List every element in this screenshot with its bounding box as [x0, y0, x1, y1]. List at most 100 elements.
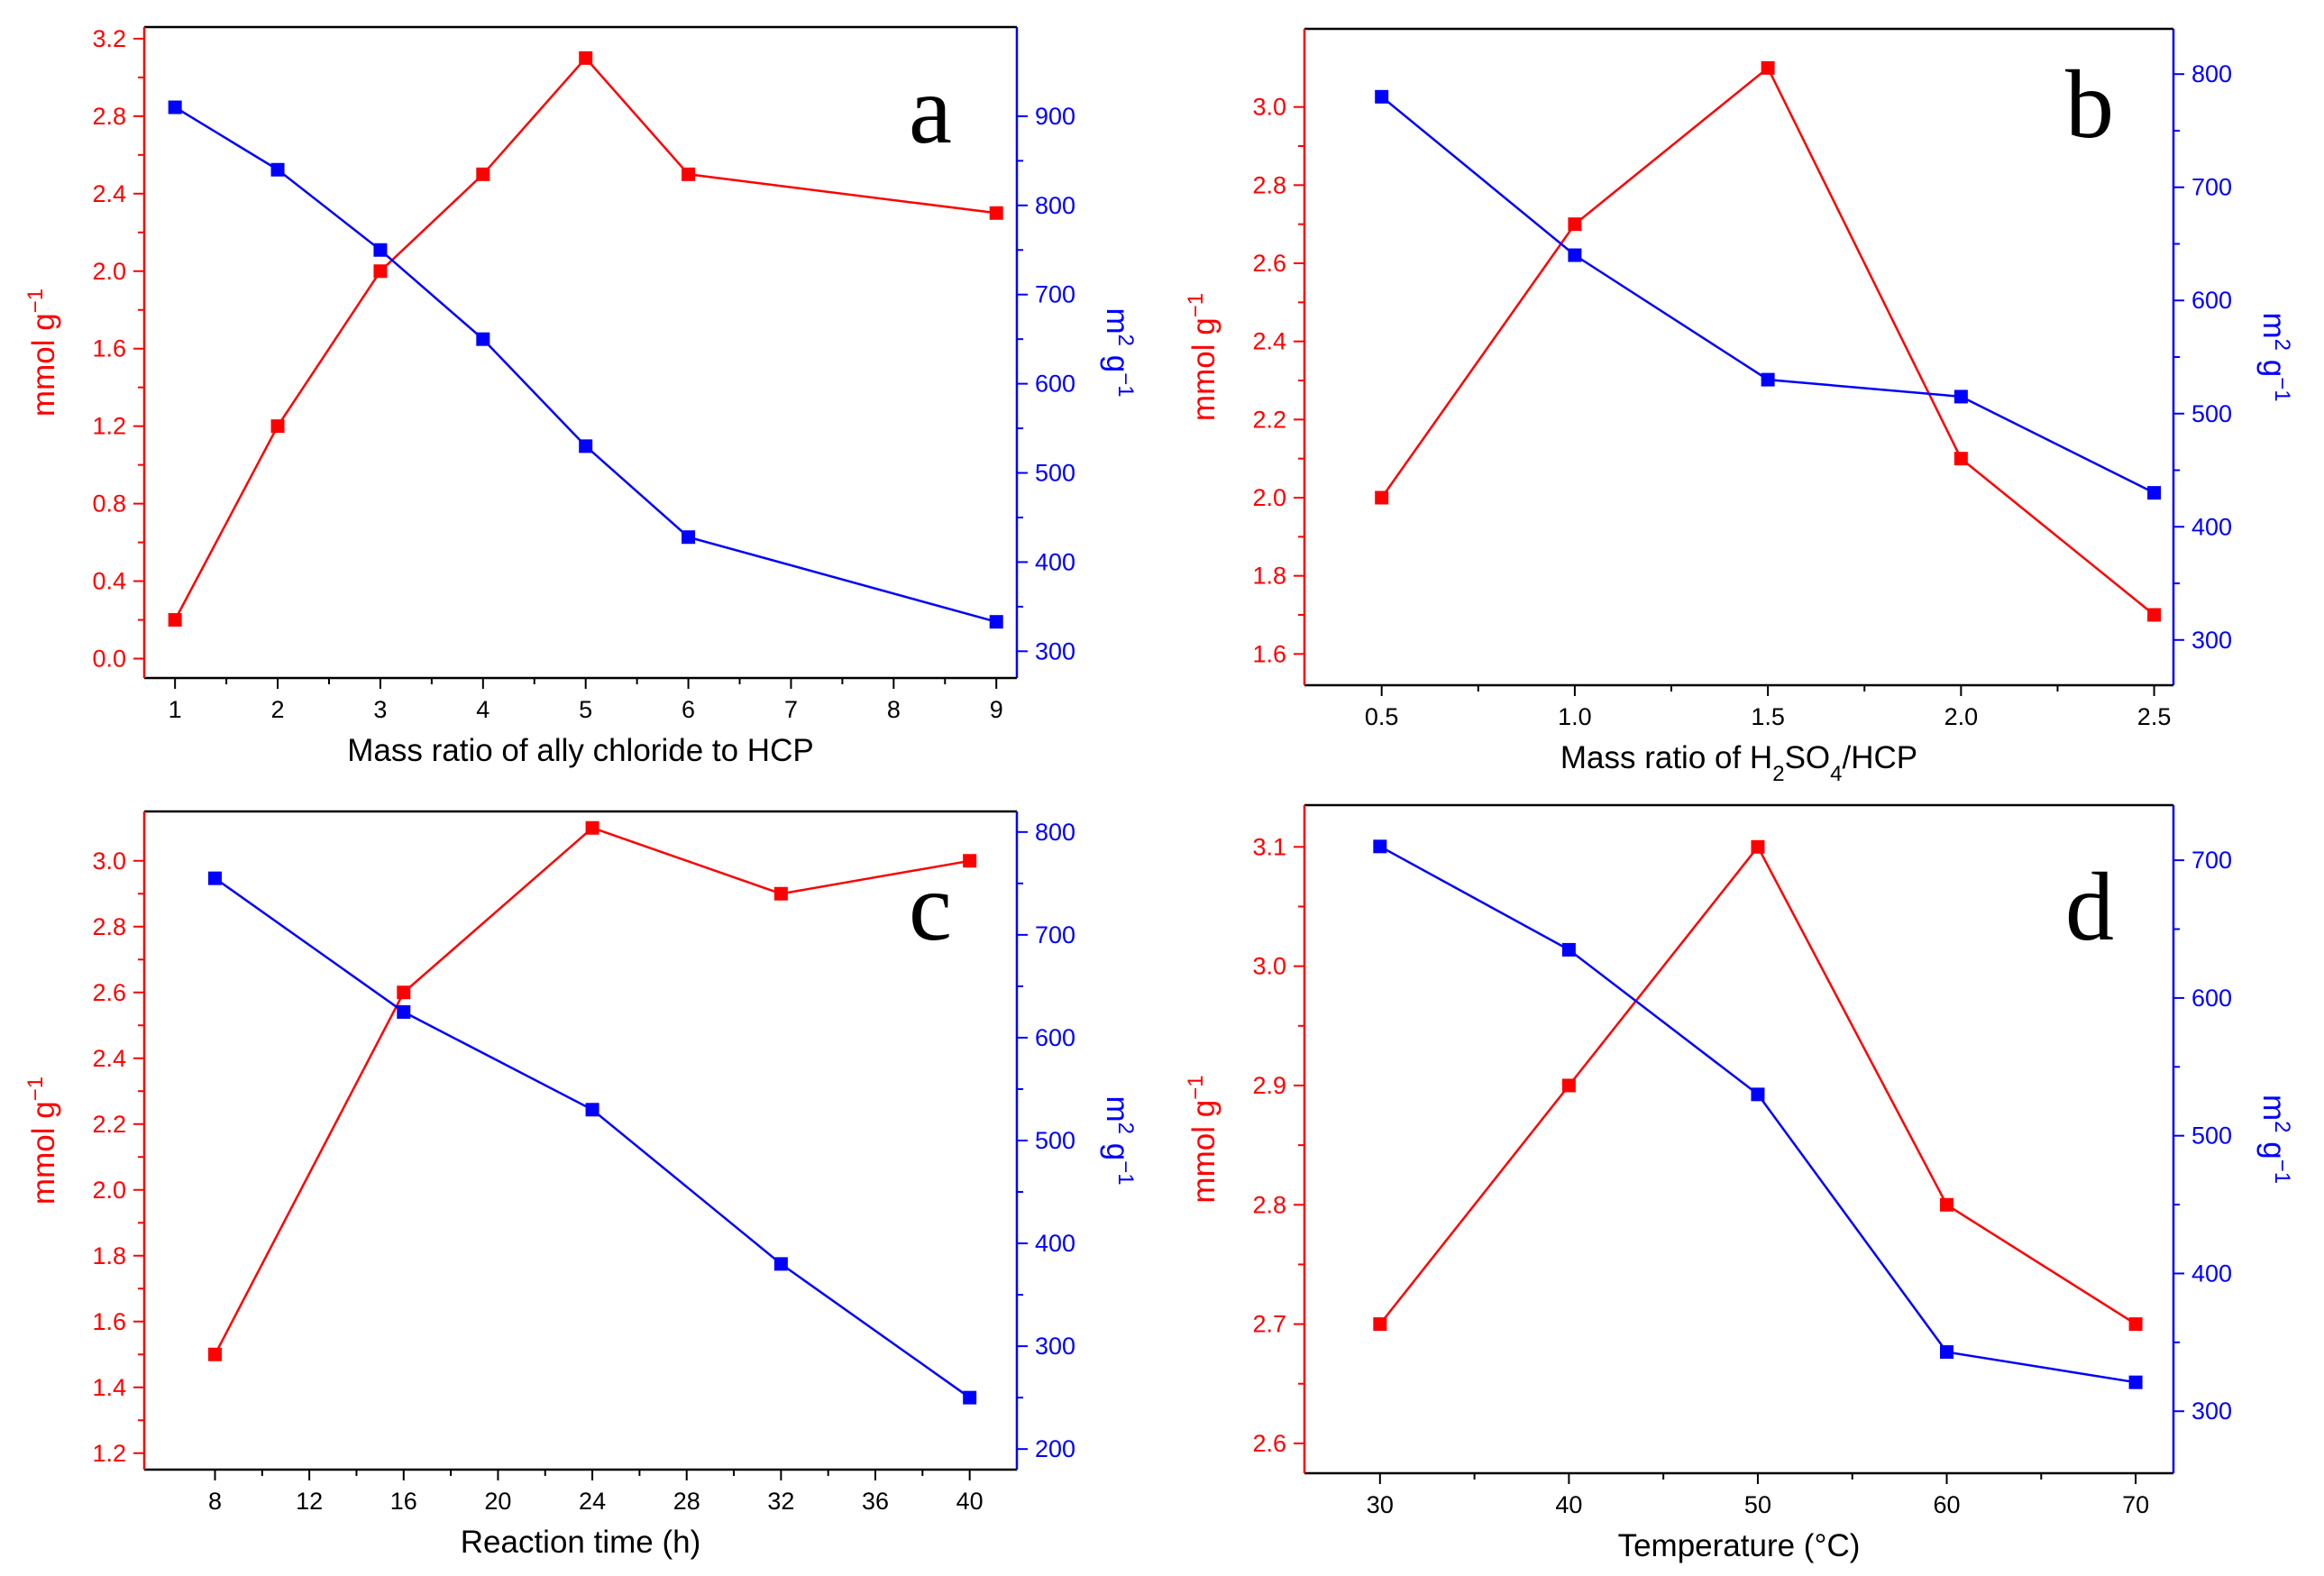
x-axis-title: Mass ratio of H2SO4/HCP [1560, 740, 1917, 786]
x-tick-label: 3 [373, 696, 387, 723]
x-tick-label: 7 [784, 696, 798, 723]
y-left-tick-label: 3.0 [92, 848, 126, 875]
y-right-tick-label: 600 [2191, 985, 2232, 1012]
y-left-axis-title: mmol g−1 [1184, 293, 1222, 421]
data-point-mmol [579, 50, 593, 65]
panel-b: 0.5 1.0 1.5 2.0 2.5 1.6 1.8 2.0 2.2 2.4 2.6 2.8 3.0 3… [1184, 27, 2295, 786]
panel-letter: b [2065, 51, 2114, 159]
data-point-mmol [207, 1347, 222, 1361]
y-right-tick-label: 900 [1035, 103, 1075, 130]
y-left-tick-label: 2.7 [1252, 1311, 1286, 1338]
y-left-tick-label: 2.8 [92, 103, 126, 130]
series-line-surface-area [1379, 845, 2136, 1384]
y-right-tick-label: 400 [1035, 548, 1075, 575]
y-right-tick-label: 600 [1035, 1024, 1075, 1051]
x-tick-label: 2 [271, 696, 285, 723]
data-point-surface-area [579, 439, 593, 454]
y-left-tick-label: 1.8 [92, 1242, 126, 1269]
panel-letter: c [909, 854, 952, 961]
y-left-tick-label: 1.2 [92, 413, 126, 440]
y-left-tick-label: 2.2 [92, 1111, 126, 1138]
data-point-surface-area [1561, 942, 1576, 957]
data-point-surface-area [270, 162, 285, 177]
y-right-tick-label: 800 [1035, 192, 1075, 219]
y-left-tick-label: 3.0 [1252, 953, 1286, 980]
panel-c: 8 12 16 20 24 28 32 36 40 1.2 1.4 1.6 1.8 2.0 2.2 2.4 2.… [23, 810, 1139, 1560]
data-point-surface-area [2128, 1375, 2143, 1389]
y-left-tick-label: 2.8 [1252, 1191, 1286, 1218]
x-tick-label: 28 [673, 1488, 700, 1515]
series-line-surface-area [1380, 96, 2155, 494]
y-left-tick-label: 2.9 [1252, 1072, 1286, 1099]
y-right-tick-label: 300 [1035, 1333, 1075, 1360]
data-point-surface-area [585, 1103, 599, 1117]
data-point-mmol [1761, 60, 1775, 75]
y-right-tick-label: 700 [1035, 281, 1075, 308]
x-tick-label: 9 [990, 696, 1003, 723]
data-point-surface-area [1953, 389, 1968, 404]
y-left-tick-label: 0.4 [92, 568, 126, 595]
data-point-surface-area [989, 615, 1003, 629]
y-right-tick-label: 300 [1035, 637, 1075, 664]
data-point-surface-area [373, 243, 388, 257]
y-right-tick-label: 500 [2191, 400, 2232, 427]
x-tick-label: 8 [208, 1488, 222, 1515]
y-left-tick-label: 1.8 [1252, 563, 1286, 590]
y-right-axis-title: m2 g−1 [2256, 312, 2295, 401]
x-tick-label: 1.0 [1558, 703, 1592, 730]
x-tick-label: 8 [887, 696, 901, 723]
y-left-tick-label: 3.2 [92, 25, 126, 52]
x-tick-label: 5 [579, 696, 592, 723]
data-point-surface-area [1761, 372, 1775, 387]
x-tick-label: 16 [390, 1488, 417, 1515]
y-left-tick-label: 2.6 [92, 979, 126, 1006]
x-tick-label: 2.5 [2137, 703, 2172, 730]
y-left-tick-label: 2.6 [1252, 1430, 1286, 1457]
y-left-axis-title: mmol g−1 [23, 1077, 62, 1205]
data-point-mmol [1751, 839, 1765, 854]
panel-d: 30 40 50 60 70 2.6 2.7 2.8 2.9 3.0 3.1 300 400 500 600… [1184, 803, 2295, 1563]
y-right-axis-title: m2 g−1 [1100, 307, 1139, 397]
data-point-surface-area [1375, 89, 1389, 104]
y-right-tick-label: 400 [1035, 1230, 1075, 1257]
data-point-surface-area [1373, 839, 1387, 854]
y-right-tick-label: 400 [2191, 513, 2232, 540]
data-point-surface-area [1751, 1087, 1765, 1102]
y-left-axis-title: mmol g−1 [1184, 1075, 1222, 1203]
y-right-tick-label: 700 [1035, 921, 1075, 948]
panel-a: 1 2 3 4 5 6 7 8 9 0.0 0.4 0.8 1.2 1.6 2.0 2.4 2.8 3.2 300 4… [23, 25, 1139, 768]
y-left-tick-label: 2.4 [92, 1045, 126, 1072]
series-line-mmol [174, 56, 997, 621]
data-point-surface-area [397, 1004, 411, 1019]
data-point-surface-area [168, 100, 182, 115]
x-tick-label: 60 [1933, 1491, 1960, 1518]
data-point-surface-area [963, 1390, 977, 1405]
y-left-tick-label: 0.8 [92, 490, 126, 518]
x-axis-title: Temperature (°C) [1618, 1528, 1861, 1563]
y-right-tick-label: 400 [2191, 1260, 2232, 1287]
panel-letter: d [2065, 854, 2114, 961]
y-left-tick-label: 2.0 [92, 1177, 126, 1204]
series-line-surface-area [174, 105, 997, 623]
x-tick-label: 50 [1744, 1491, 1771, 1518]
y-left-tick-label: 1.6 [1252, 640, 1286, 667]
y-right-tick-label: 500 [2191, 1122, 2232, 1150]
data-point-mmol [1375, 490, 1389, 505]
x-tick-label: 1.5 [1751, 703, 1785, 730]
y-left-tick-label: 0.0 [92, 646, 126, 673]
data-point-mmol [1568, 217, 1582, 232]
series-line-mmol [214, 826, 970, 1355]
y-right-tick-label: 700 [2191, 174, 2232, 201]
data-point-mmol [989, 206, 1003, 220]
x-tick-label: 4 [476, 696, 490, 723]
series-line-mmol [1378, 845, 2136, 1325]
x-tick-label: 12 [296, 1488, 323, 1515]
data-point-mmol [1373, 1317, 1387, 1332]
data-point-mmol [397, 985, 411, 1000]
x-tick-label: 6 [682, 696, 695, 723]
data-point-surface-area [682, 530, 696, 545]
x-tick-label: 30 [1367, 1491, 1394, 1518]
y-right-tick-label: 600 [1035, 371, 1075, 398]
y-left-tick-label: 3.1 [1252, 833, 1286, 860]
